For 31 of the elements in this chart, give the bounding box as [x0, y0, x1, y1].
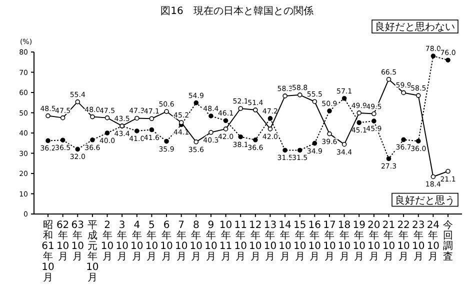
x-tick-label: 14年10月 [278, 220, 292, 262]
text: 良好だと思う [395, 194, 455, 206]
x-tick-label: 24年10月 [426, 220, 440, 262]
x-tick-label: 5年10月 [145, 220, 158, 262]
x-tick-label: 63年10月 [71, 220, 84, 262]
x-tick-label: 20年10月 [368, 220, 380, 262]
x-tick-label: 18年10月 [338, 220, 351, 262]
x-tick-label: 16年10月 [308, 220, 322, 262]
x-tick-label: 2年10月 [100, 220, 114, 262]
x-tick-label: 62年10月 [56, 220, 70, 262]
chart-title: 図16 現在の日本と韓国との関係 [160, 5, 314, 17]
x-tick-label: 3年10月 [116, 220, 128, 262]
x-tick-label: 22年10月 [397, 220, 410, 262]
x-tick-label: 昭和61年10月 [42, 220, 54, 284]
x-tick-label: 7年10月 [174, 220, 188, 262]
x-tick-label: 11年10月 [234, 220, 247, 262]
x-tick-label: 17年10月 [323, 220, 336, 262]
x-tick-label: 9年10月 [204, 220, 218, 262]
x-tick-label: 今回調査 [443, 219, 453, 262]
x-tick-label: 15年10月 [293, 220, 306, 262]
x-tick-label: 12年10月 [249, 220, 262, 262]
x-tick-label: 4年10月 [130, 220, 144, 262]
x-tick-label: 19年10月 [352, 220, 366, 262]
x-tick-label: 21年10月 [382, 220, 396, 262]
x-tick-label: 6年10月 [160, 220, 173, 262]
x-tick-label: 平成元年10月 [86, 220, 99, 284]
text: 良好だと思わない [375, 21, 455, 33]
x-tick-label: 13年10月 [264, 220, 277, 262]
x-tick-label: 8年10月 [190, 220, 203, 262]
x-tick-label: 10年11月 [219, 220, 232, 262]
x-tick-label: 23年10月 [412, 220, 425, 262]
